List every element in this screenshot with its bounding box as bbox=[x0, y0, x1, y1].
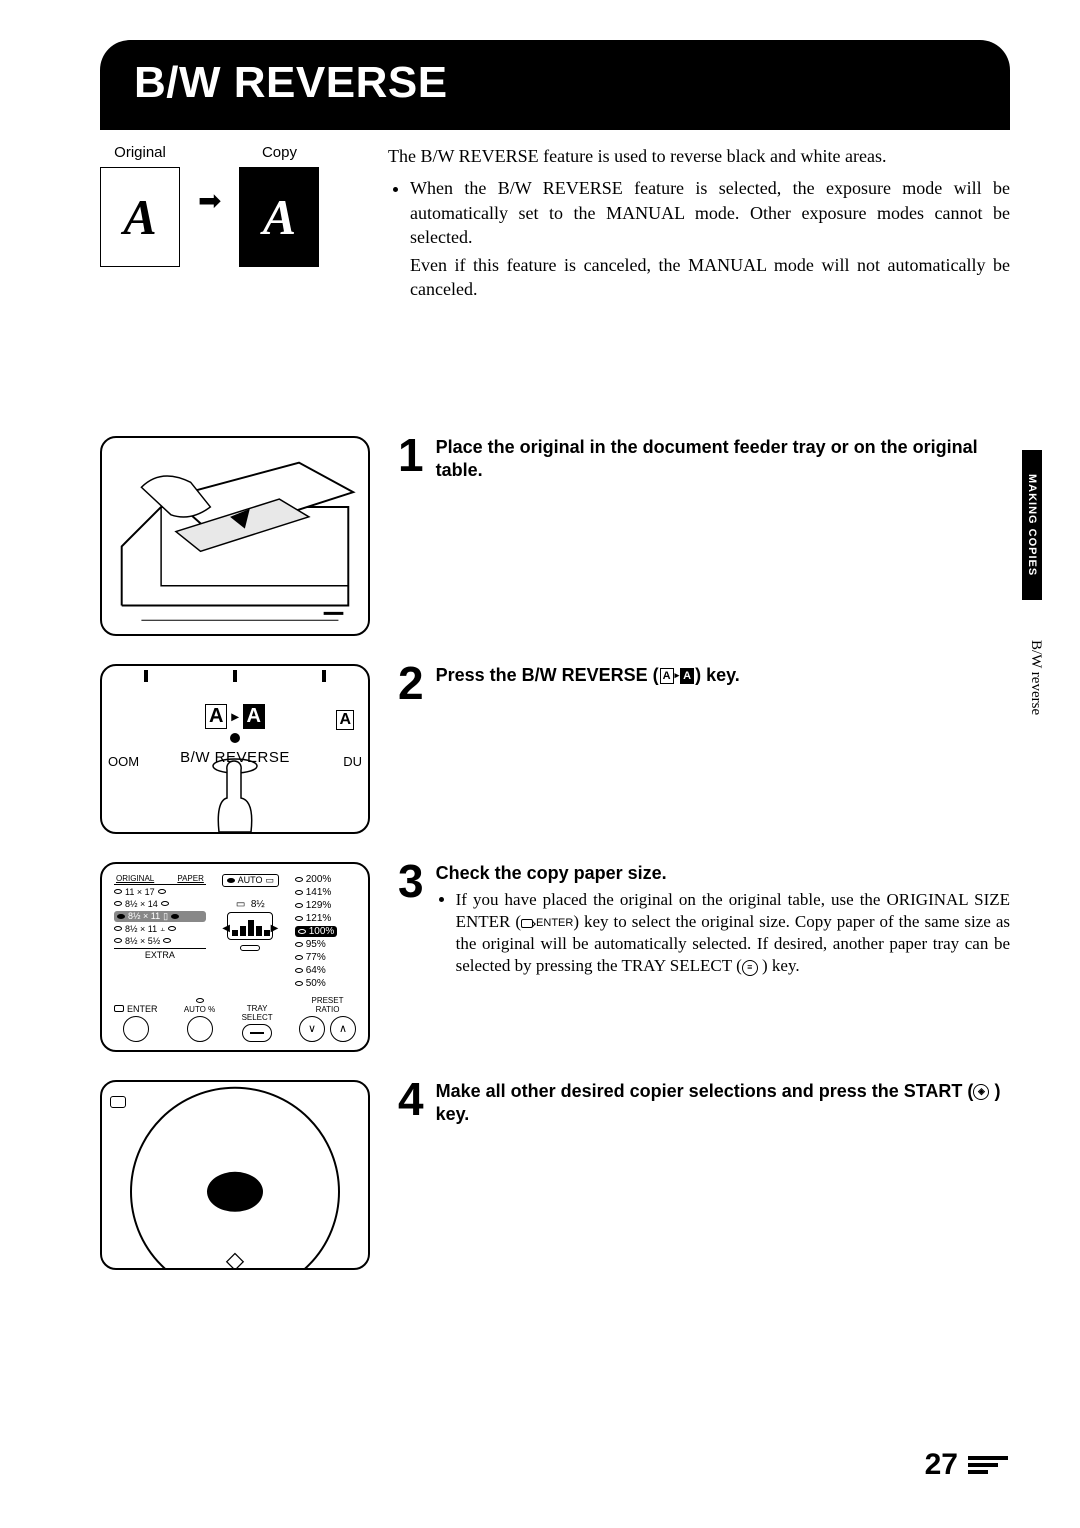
step-1-illustration bbox=[100, 436, 370, 636]
step-4-illustration: ◇ bbox=[100, 1080, 370, 1270]
intro-lead: The B/W REVERSE feature is used to rever… bbox=[388, 144, 1010, 168]
finger-press-icon bbox=[207, 758, 263, 834]
step-1: 1 Place the original in the document fee… bbox=[100, 436, 1010, 636]
cp3-tray-select-button bbox=[242, 1024, 272, 1042]
step-2-number: 2 bbox=[398, 664, 424, 703]
intro-row: Original A ➡ Copy A The B/W REVERSE feat… bbox=[100, 144, 1010, 306]
printer-icon bbox=[102, 438, 368, 635]
original-copy-figure: Original A ➡ Copy A bbox=[100, 144, 352, 306]
panel-top-marks bbox=[102, 670, 368, 682]
page-number: 27 bbox=[925, 1448, 1008, 1482]
original-glyph: A bbox=[123, 188, 156, 246]
start-button-inner bbox=[207, 1172, 263, 1212]
bw-reverse-inline-icon: A▸A bbox=[660, 668, 694, 684]
step-1-number: 1 bbox=[398, 436, 424, 487]
copy-label: Copy bbox=[262, 144, 297, 161]
cp3-up-button: ∧ bbox=[330, 1016, 356, 1042]
side-tab: MAKING COPIES bbox=[1022, 450, 1042, 600]
step-2-title: Press the B/W REVERSE (A▸A) key. bbox=[436, 664, 1010, 687]
cp3-bar: ◀ ▶ bbox=[227, 912, 273, 940]
copy-box: A bbox=[239, 167, 319, 267]
cp3-down-button: ∨ bbox=[299, 1016, 325, 1042]
intro-note: Even if this feature is canceled, the MA… bbox=[410, 253, 1010, 302]
step-3-illustration: ORIGINAL PAPER 11 × 17 8½ × 14 8½ × 11▯ … bbox=[100, 862, 370, 1052]
step-4-number: 4 bbox=[398, 1080, 424, 1131]
panel-left-text: OOM bbox=[108, 754, 139, 769]
cp3-hdr-paper: PAPER bbox=[177, 874, 204, 883]
step-1-title: Place the original in the document feede… bbox=[436, 436, 1010, 483]
start-key-icon: ◈ bbox=[973, 1084, 989, 1100]
cp3-auto-button bbox=[187, 1016, 213, 1042]
original-label: Original bbox=[114, 144, 166, 161]
steps: 1 Place the original in the document fee… bbox=[100, 436, 1010, 1270]
tray-select-key-icon: ≡ bbox=[742, 960, 758, 976]
step-3-number: 3 bbox=[398, 862, 424, 978]
cp3-hdr-original: ORIGINAL bbox=[116, 874, 154, 883]
enter-key-icon: ENTER bbox=[521, 916, 573, 930]
start-button-outer: ◇ bbox=[130, 1087, 340, 1270]
section-title: B/W REVERSE bbox=[134, 58, 976, 108]
step-2: A▸A B/W REVERSE OOM DU A 2 bbox=[100, 664, 1010, 834]
step-3-title: Check the copy paper size. bbox=[436, 862, 1010, 885]
cp3-enter-button bbox=[123, 1016, 149, 1042]
copy-glyph: A bbox=[263, 188, 296, 246]
step-4-title: Make all other desired copier selections… bbox=[436, 1080, 1010, 1127]
step-3-bullet: If you have placed the original on the o… bbox=[456, 889, 1010, 977]
section-title-bar: B/W REVERSE bbox=[100, 40, 1010, 130]
step-2-illustration: A▸A B/W REVERSE OOM DU A bbox=[100, 664, 370, 834]
arrow-icon: ➡ bbox=[198, 184, 221, 218]
intro-bullet: When the B/W REVERSE feature is selected… bbox=[410, 176, 1010, 301]
original-box: A bbox=[100, 167, 180, 267]
side-sub: B/W reverse bbox=[1027, 640, 1044, 715]
step-4: ◇ 4 Make all other desired copier select… bbox=[100, 1080, 1010, 1270]
step-3: ORIGINAL PAPER 11 × 17 8½ × 14 8½ × 11▯ … bbox=[100, 862, 1010, 1052]
panel-right-text: DU bbox=[343, 754, 362, 769]
page-number-bars-icon bbox=[968, 1456, 1008, 1474]
bw-reverse-key-icon: A▸A bbox=[205, 704, 265, 729]
indicator-dot bbox=[230, 733, 240, 743]
panel-right-icon: A bbox=[336, 710, 354, 730]
start-small-icon bbox=[110, 1096, 126, 1108]
intro-text: The B/W REVERSE feature is used to rever… bbox=[388, 144, 1010, 306]
start-diamond-icon: ◇ bbox=[226, 1246, 244, 1270]
cp3-auto: AUTO▭ bbox=[222, 874, 279, 887]
